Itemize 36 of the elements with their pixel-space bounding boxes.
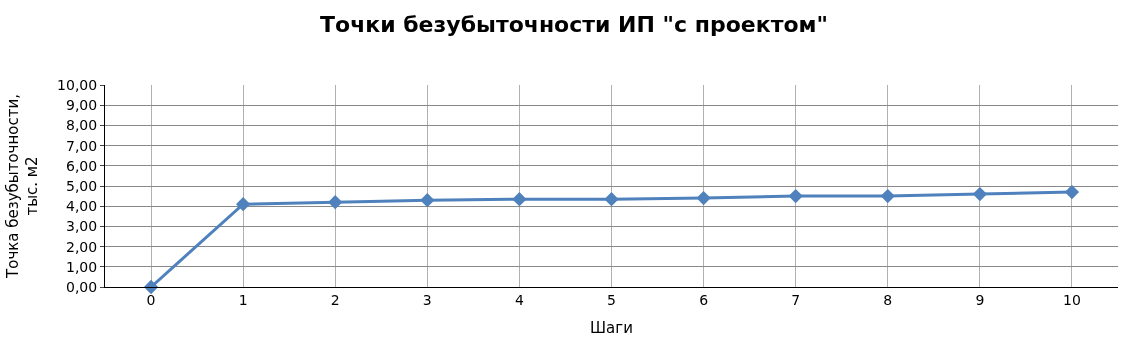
y-tick-label: 9,00 [66, 97, 98, 114]
y-tick-label: 1,00 [66, 258, 98, 275]
y-tick-label: 5,00 [66, 177, 98, 194]
y-tick-label: 6,00 [66, 157, 98, 174]
y-tick-label: 2,00 [66, 238, 98, 255]
x-tick-label: 7 [791, 291, 801, 308]
x-tick-label: 5 [607, 291, 616, 308]
x-tick-label: 4 [514, 291, 524, 308]
x-tick-label: 9 [975, 291, 985, 308]
point [143, 279, 159, 295]
point [328, 195, 343, 210]
y-tick-label: 3,00 [66, 218, 98, 235]
x-tick-label: 2 [330, 291, 340, 308]
chart-title: Точки безубыточности ИП "с проектом" [320, 11, 828, 37]
point [696, 190, 711, 206]
point [235, 197, 251, 212]
x-tick-label: 6 [699, 291, 709, 308]
point [512, 191, 527, 207]
x-tick-label: 8 [883, 291, 893, 308]
point [420, 192, 435, 208]
point [604, 191, 619, 207]
point [972, 186, 988, 202]
point [1064, 184, 1080, 200]
point [880, 188, 895, 204]
y-axis-title: Точка безубыточности, тыс. м2 [3, 94, 42, 279]
point [788, 188, 803, 204]
y-tick-label: 0,00 [66, 278, 98, 295]
y-tick-label: 4,00 [66, 198, 98, 215]
x-tick-label: 0 [146, 291, 156, 308]
x-axis-title: Шаги [590, 318, 633, 337]
y-tick-label: 10,00 [57, 76, 98, 93]
y-tick-label: 7,00 [66, 137, 98, 154]
x-tick-label: 1 [238, 291, 248, 308]
x-tick-label: 3 [422, 291, 432, 308]
x-tick-label: 10 [1063, 291, 1081, 308]
y-tick-label: 8,00 [66, 117, 98, 134]
